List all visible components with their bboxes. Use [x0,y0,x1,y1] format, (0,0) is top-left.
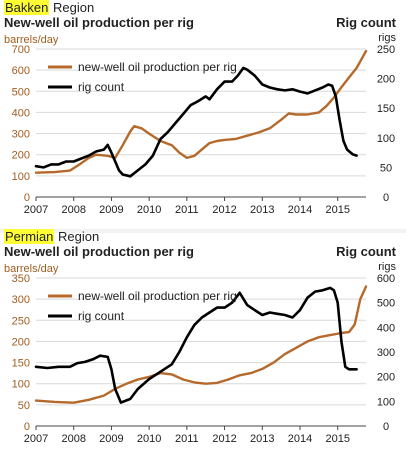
x-tick-label: 2008 [61,433,85,445]
y2-tick-label: 200 [377,372,395,384]
right-axis-unit: rigs [378,261,396,273]
legend-label: new-well oil production per rig [78,60,237,74]
y2-tick-label: 400 [377,322,395,334]
y2-tick-label: 100 [377,396,395,408]
x-tick-label: 2011 [175,204,199,216]
production-line [34,49,368,174]
legend-label: rig count [78,309,125,323]
x-tick-label: 2014 [288,433,312,445]
y-tick-label: 200 [12,150,30,162]
y2-tick-label: 0 [383,421,389,433]
region-heading: Permian Region [4,229,99,245]
y2-tick-label: 500 [377,298,395,310]
x-tick-label: 2012 [212,204,236,216]
y2-tick-label: 100 [377,133,395,145]
x-tick-label: 2015 [325,433,349,445]
y-tick-label: 500 [12,86,30,98]
y2-tick-label: 50 [380,162,392,174]
region-heading: Bakken Region [4,0,94,16]
region-name: Bakken [4,0,50,15]
y-tick-label: 50 [18,400,30,412]
chart-title: New-well oil production per rig [4,244,194,259]
rig-count-line [34,66,358,178]
region-suffix: Region [54,229,100,244]
y2-tick-label: 250 [377,44,395,56]
y-tick-label: 0 [24,421,30,433]
bakken-panel: Bakken Region New-well oil production pe… [0,0,406,229]
x-tick-label: 2010 [137,433,161,445]
right-axis-title: Rig count [336,15,396,30]
x-tick-label: 2009 [99,433,123,445]
production-line [34,285,368,404]
region-name: Permian [4,229,55,244]
y-tick-label: 100 [12,171,30,183]
x-tick-label: 2007 [24,433,48,445]
x-tick-label: 2010 [137,204,161,216]
y-tick-label: 150 [12,358,30,370]
rig-count-line [34,286,358,404]
y-tick-label: 600 [12,65,30,77]
legend-label: new-well oil production per rig [78,289,237,303]
y2-tick-label: 200 [377,74,395,86]
legend-label: rig count [78,80,125,94]
x-tick-label: 2008 [61,204,85,216]
x-tick-label: 2013 [250,433,274,445]
x-tick-label: 2015 [325,204,349,216]
left-axis-unit: barrels/day [4,263,59,275]
y2-tick-label: 300 [377,347,395,359]
y2-tick-label: 0 [383,192,389,204]
x-tick-label: 2009 [99,204,123,216]
left-axis-unit: barrels/day [4,34,59,46]
right-axis-title: Rig count [336,244,396,259]
x-tick-label: 2014 [288,204,312,216]
permian-chart: 0 50 100 150 200 250 300 350 0 100 200 300 400 500 600… [12,273,396,445]
y2-tick-label: 150 [377,103,395,115]
y-tick-label: 700 [12,44,30,56]
y-tick-label: 350 [12,273,30,285]
y-tick-label: 300 [12,294,30,306]
y-tick-label: 100 [12,379,30,391]
x-tick-label: 2013 [250,204,274,216]
panel-divider [0,229,406,233]
y-tick-label: 0 [24,192,30,204]
region-suffix: Region [49,0,95,15]
y-tick-label: 300 [12,129,30,141]
x-tick-label: 2012 [212,433,236,445]
y2-tick-label: 600 [377,273,395,285]
y-tick-label: 400 [12,107,30,119]
chart-title: New-well oil production per rig [4,15,194,30]
x-tick-label: 2011 [175,433,199,445]
right-axis-unit: rigs [378,32,396,44]
y-tick-label: 200 [12,336,30,348]
y-tick-label: 250 [12,315,30,327]
bakken-chart: 0 100 200 300 400 500 600 700 0 50 100 150 200 250 200… [12,44,396,216]
permian-panel: Permian Region New-well oil production p… [0,229,406,458]
x-tick-label: 2007 [24,204,48,216]
